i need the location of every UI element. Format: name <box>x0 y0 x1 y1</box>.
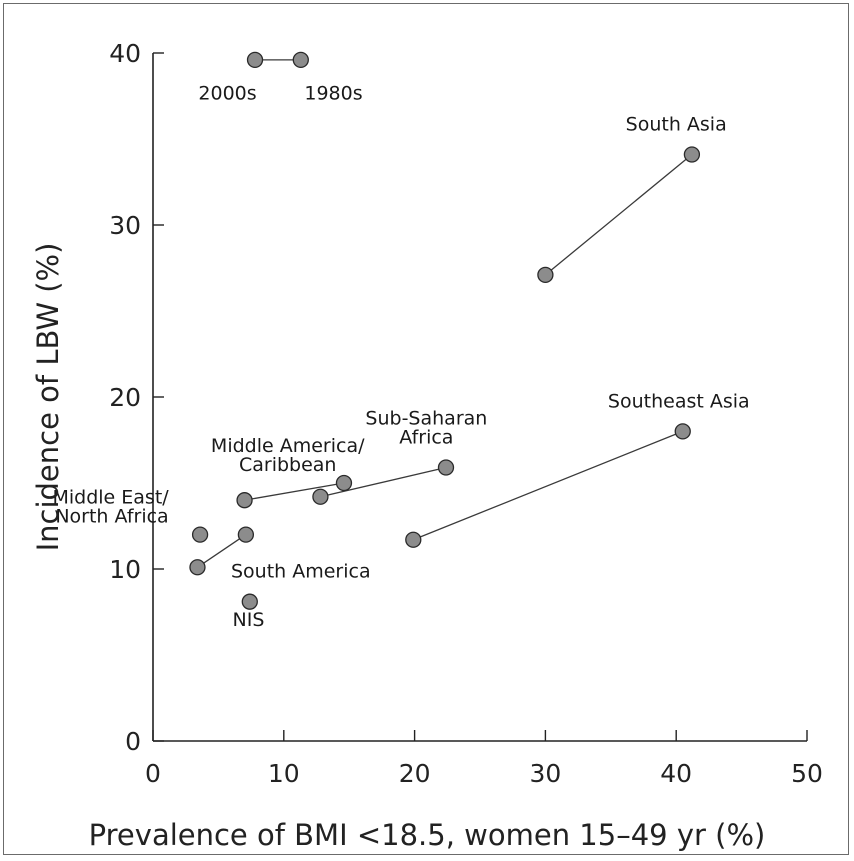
y-tick-label: 20 <box>109 383 141 412</box>
south-america-point <box>189 559 206 576</box>
x-tick-label: 50 <box>791 759 823 788</box>
tick-labels: 0 10 20 30 40 50 0 10 20 30 40 <box>109 39 823 788</box>
chart-frame <box>3 3 849 855</box>
label-middle-east-2: North Africa <box>55 506 168 528</box>
y-tick-label: 10 <box>109 555 141 584</box>
southeast-asia-connector <box>413 430 683 541</box>
x-tick-label: 30 <box>529 759 561 788</box>
x-tick-label: 0 <box>145 759 161 788</box>
sub-saharan-africa-point <box>312 488 329 505</box>
series-connectors <box>197 59 693 568</box>
south-asia-point <box>537 266 554 284</box>
middle-america-caribbean-point <box>236 492 253 509</box>
label-middle-east-1: Middle East/ <box>52 487 169 509</box>
south-asia-point <box>683 146 701 163</box>
y-tick-label: 0 <box>125 727 141 756</box>
label-middle-america-1: Middle America/ <box>211 435 365 457</box>
ticks <box>152 52 808 742</box>
y-axis-title: Incidence of LBW (%) <box>31 243 65 552</box>
x-tick-label: 10 <box>268 759 300 788</box>
southeast-asia-point <box>674 423 691 440</box>
south-america-connector <box>197 534 247 568</box>
y-tick-label: 40 <box>109 39 141 68</box>
southeast-asia-point <box>405 531 422 548</box>
label-2000s: 2000s <box>198 82 256 104</box>
middle-america-caribbean-connector <box>244 482 345 501</box>
south-america-point <box>237 526 255 543</box>
label-south-asia: South Asia <box>626 113 727 135</box>
label-sub-saharan-2: Africa <box>399 426 453 448</box>
x-tick-label: 20 <box>399 759 431 788</box>
x-tick-label: 40 <box>660 759 692 788</box>
legend-point <box>246 51 264 69</box>
middle-america-caribbean-point <box>335 474 353 492</box>
annotations: 1980s 2000s South Asia Southeast Asia Sub-Sa… <box>52 82 749 630</box>
label-1980s: 1980s <box>304 82 362 104</box>
south-asia-connector <box>544 153 693 276</box>
middle-east-north-africa-point <box>191 526 209 543</box>
label-nis: NIS <box>233 609 265 631</box>
y-tick-label: 30 <box>109 211 141 240</box>
nis-point <box>241 593 258 610</box>
label-middle-america-2: Caribbean <box>239 454 337 476</box>
data-markers <box>189 51 701 610</box>
label-south-america: South America <box>231 561 371 583</box>
label-sub-saharan-1: Sub-Saharan <box>365 408 487 430</box>
label-southeast-asia: Southeast Asia <box>608 390 750 412</box>
legend-point <box>292 51 309 69</box>
sub-saharan-africa-connector <box>320 466 447 498</box>
x-axis-title: Prevalence of BMI <18.5, women 15–49 yr … <box>89 818 766 852</box>
sub-saharan-africa-point <box>437 459 455 476</box>
